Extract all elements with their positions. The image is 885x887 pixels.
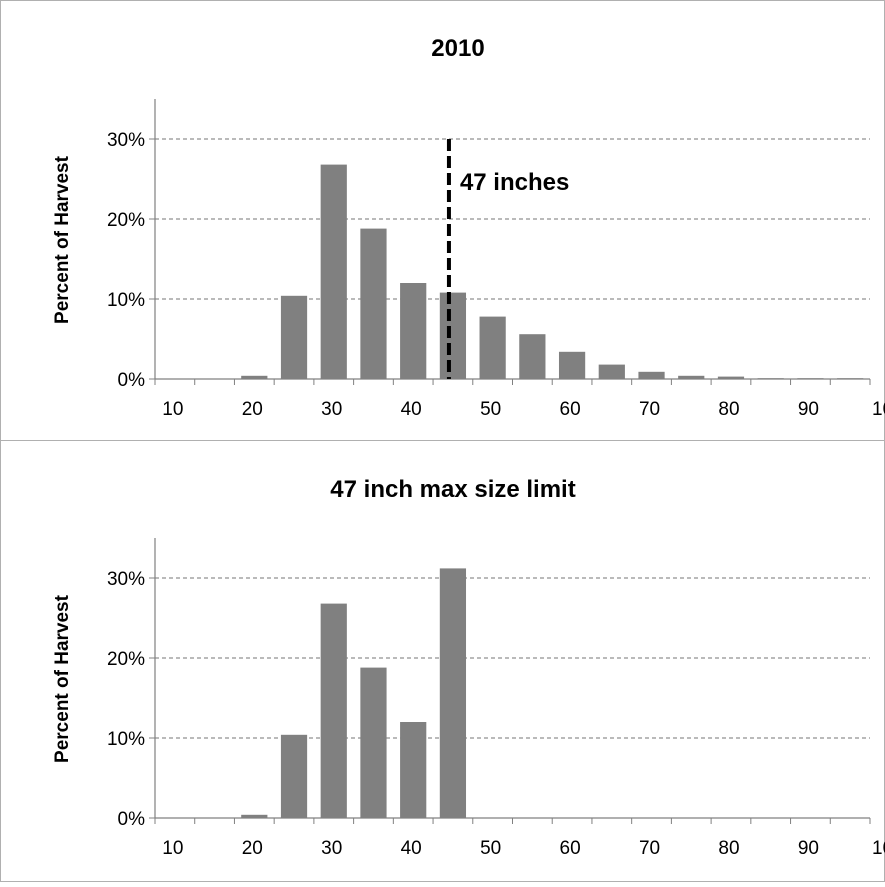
x-tick-label: 30 bbox=[321, 399, 342, 420]
y-tick-label: 10% bbox=[107, 729, 145, 750]
y-tick-label: 20% bbox=[107, 210, 145, 231]
x-tick-label: 100 bbox=[872, 838, 885, 859]
y-tick-label: 10% bbox=[107, 290, 145, 311]
y-axis-label: Percent of Harvest bbox=[52, 155, 73, 324]
x-tick-label: 60 bbox=[560, 399, 581, 420]
histogram-bar bbox=[280, 295, 308, 379]
x-tick-label: 10 bbox=[162, 838, 183, 859]
histogram-bar bbox=[360, 228, 387, 379]
x-tick-label: 30 bbox=[321, 838, 342, 859]
y-tick-label: 0% bbox=[118, 809, 146, 830]
chart-title: 2010 bbox=[431, 35, 484, 62]
histogram-bar bbox=[320, 603, 347, 818]
histogram-bar bbox=[717, 376, 745, 379]
histogram-bar bbox=[400, 283, 427, 379]
x-tick-label: 50 bbox=[480, 838, 501, 859]
x-tick-label: 40 bbox=[401, 838, 422, 859]
y-tick-label: 30% bbox=[107, 569, 145, 590]
y-tick-label: 30% bbox=[107, 130, 145, 151]
x-tick-label: 60 bbox=[560, 838, 581, 859]
histogram-bar bbox=[241, 814, 268, 818]
histogram-bar bbox=[360, 667, 387, 818]
x-tick-label: 80 bbox=[718, 838, 739, 859]
y-tick-label: 0% bbox=[118, 370, 146, 391]
histogram-bar bbox=[280, 734, 308, 818]
histogram-bar bbox=[400, 722, 427, 818]
x-tick-label: 70 bbox=[639, 838, 660, 859]
panel-max-size-limit: 47 inch max size limit Percent of Harves… bbox=[52, 476, 885, 859]
x-tick-label: 80 bbox=[718, 399, 739, 420]
panel-2010: 2010 Percent of Harvest 0% 10% 20% 30% 10 20… bbox=[52, 35, 885, 420]
annotation-label: 47 inches bbox=[460, 169, 569, 196]
x-tick-label: 40 bbox=[401, 399, 422, 420]
chart-title: 47 inch max size limit bbox=[330, 476, 575, 503]
x-tick-label: 100 bbox=[872, 399, 885, 420]
y-axis-label: Percent of Harvest bbox=[52, 594, 73, 763]
x-tick-label: 50 bbox=[480, 399, 501, 420]
x-tick-label: 20 bbox=[242, 399, 263, 420]
histogram-bar bbox=[678, 375, 705, 379]
histogram-bar bbox=[519, 334, 546, 379]
x-tick-label: 20 bbox=[242, 838, 263, 859]
x-tick-label: 70 bbox=[639, 399, 660, 420]
histogram-bar bbox=[320, 164, 347, 379]
x-tick-label: 90 bbox=[798, 838, 819, 859]
histogram-bar bbox=[439, 568, 467, 818]
histogram-bar bbox=[638, 371, 665, 379]
x-tick-label: 10 bbox=[162, 399, 183, 420]
histogram-bar bbox=[479, 316, 506, 379]
histogram-bar bbox=[241, 375, 268, 379]
histogram-bar bbox=[439, 292, 467, 379]
histogram-bar bbox=[598, 364, 625, 379]
x-tick-label: 90 bbox=[798, 399, 819, 420]
y-tick-label: 20% bbox=[107, 649, 145, 670]
histogram-bar bbox=[558, 351, 586, 379]
